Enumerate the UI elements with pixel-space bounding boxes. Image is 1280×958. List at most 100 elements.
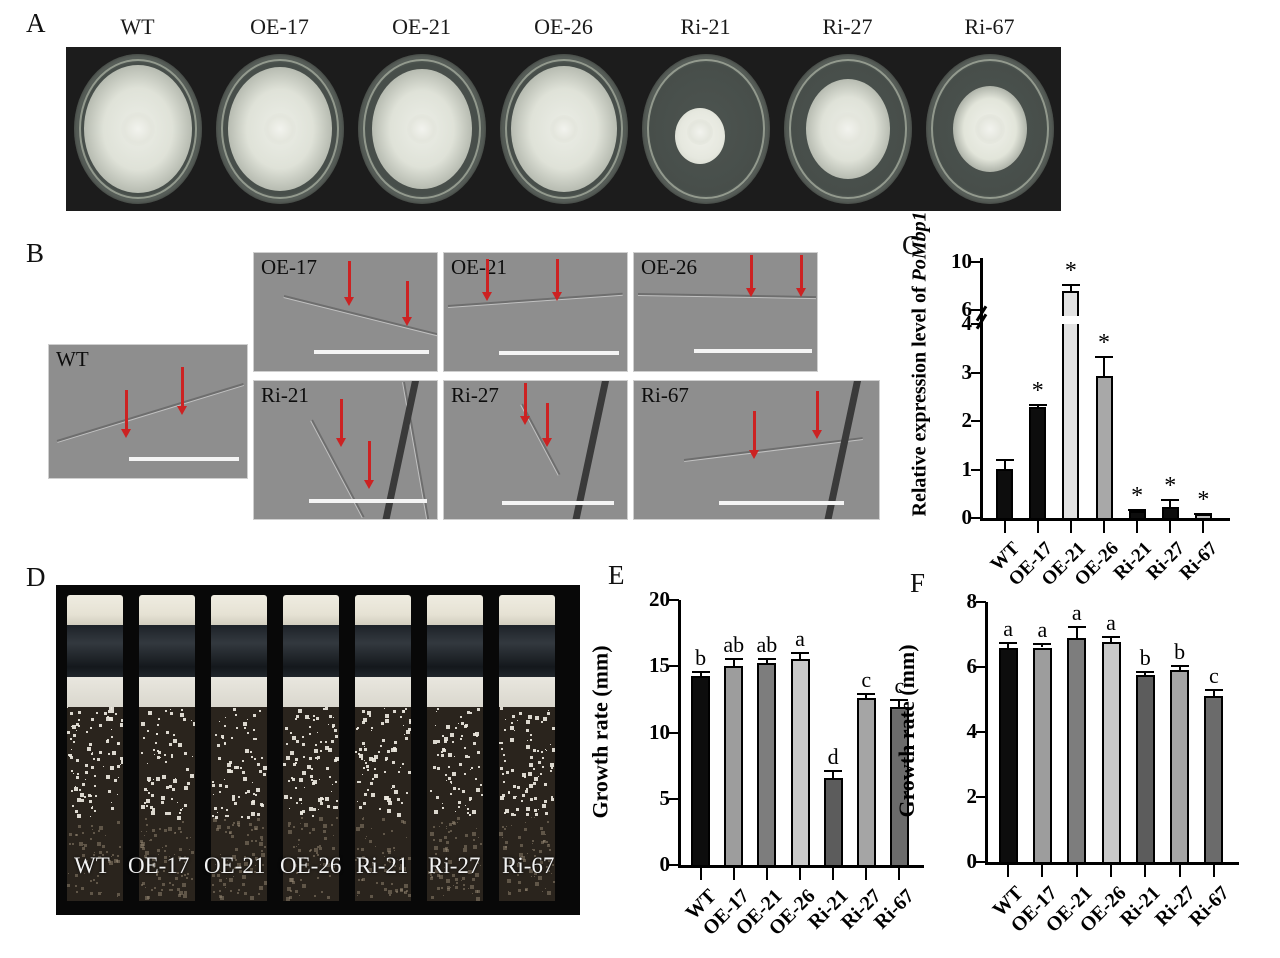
sig-label-ri-21: * — [1131, 482, 1144, 509]
y-tick-label: 0 — [966, 849, 978, 873]
error-cap-wt — [995, 458, 1014, 461]
arrow-head — [364, 480, 374, 489]
panel-a-column-ri-21: Ri-21 — [634, 14, 777, 211]
y-tick-label-0: 0 — [961, 505, 973, 529]
x-tick-mark-oe-17 — [1036, 521, 1039, 533]
error-cap-oe-21 — [1061, 284, 1080, 287]
x-tick-mark-ri-21 — [1136, 521, 1139, 533]
sig-label-ri-67: c — [1208, 663, 1219, 689]
petri-dish-ri-67 — [918, 47, 1061, 211]
scale-bar — [499, 351, 619, 355]
bar-oe-21 — [757, 662, 777, 865]
y-axis-title: Growth rate (mm) — [587, 644, 612, 819]
arrow-head — [542, 438, 552, 447]
error-bar-oe-21 — [765, 658, 768, 663]
bar-wt — [996, 468, 1014, 518]
sig-label-ri-67: c — [894, 673, 905, 699]
septum-arrow — [812, 391, 823, 439]
panel-d-label-oe-26: OE-26 — [280, 853, 342, 878]
tube-cap — [67, 595, 123, 627]
y-tick-label-4: 4 — [961, 311, 973, 335]
error-bar-ri-27 — [865, 692, 868, 699]
culture-tube-wt — [64, 595, 126, 901]
bar-wt — [998, 648, 1018, 862]
error-bar-ri-21 — [1144, 670, 1147, 676]
y-tick-mark — [669, 599, 679, 601]
bar-ri-21 — [823, 777, 843, 865]
bar-ri-21 — [1135, 675, 1155, 862]
bar-ri-27 — [1170, 670, 1190, 862]
micrograph-label-wt: WT — [56, 347, 89, 371]
sig-label-ri-21: d — [827, 743, 839, 769]
x-tick-mark-oe-21 — [1069, 521, 1072, 533]
error-cap-wt — [691, 670, 710, 673]
hypha-strand — [283, 295, 437, 336]
y-tick-label-6: 6 — [961, 297, 973, 321]
scale-bar — [719, 501, 844, 505]
error-cap-ri-27 — [1161, 499, 1180, 502]
error-bar-oe-17 — [732, 658, 735, 667]
colony-center — [974, 114, 1005, 144]
colony-center — [263, 113, 296, 145]
colony-center — [406, 114, 437, 144]
sig-label-oe-21: a — [1071, 600, 1082, 626]
panel-a-label-ri-21: Ri-21 — [680, 14, 731, 39]
panel-a-column-oe-21: OE-21 — [350, 14, 493, 211]
tube-substrate — [427, 707, 483, 901]
scale-bar — [694, 349, 812, 353]
tube-neck — [67, 625, 123, 685]
error-cap-wt — [999, 641, 1018, 644]
culture-tube-oe-26 — [280, 595, 342, 901]
culture-tube-ri-21 — [352, 595, 414, 901]
hypha-strand — [56, 383, 244, 442]
septum-arrow — [364, 441, 375, 489]
panel-a: A WT OE-17 OE-21 OE-26 Ri-21 Ri-27 Ri-67 — [0, 0, 1280, 232]
bar-ri-67 — [889, 707, 909, 865]
panel-a-column-oe-17: OE-17 — [208, 14, 351, 211]
bar-oe-21 — [1067, 637, 1087, 862]
tube-cap — [499, 595, 555, 627]
x-axis-line — [678, 865, 924, 868]
y-tick-mark — [669, 665, 679, 668]
error-bar-ri-27 — [1169, 499, 1172, 508]
x-tick-mark-oe-21 — [765, 868, 768, 880]
petri-dish-oe-21 — [350, 47, 493, 211]
panel-a-letter: A — [26, 8, 46, 38]
arrow-head — [520, 416, 530, 425]
micrograph-oe-17: OE-17 — [253, 252, 438, 372]
dish-rim — [220, 59, 339, 199]
y-tick-mark-10 — [971, 261, 981, 263]
tube-cap — [355, 595, 411, 627]
bar-ri-67 — [1204, 696, 1224, 862]
x-axis-line — [980, 518, 1230, 521]
tube-neck — [355, 625, 411, 685]
sig-label-oe-21: * — [1064, 258, 1077, 285]
micrograph-label-ri-67: Ri-67 — [641, 383, 689, 407]
scale-bar — [314, 350, 429, 354]
arrow-shaft — [556, 259, 559, 292]
y-tick-label: 10 — [649, 719, 670, 744]
tube-substrate — [211, 707, 267, 901]
bar-oe-21-lower — [1062, 324, 1080, 518]
arrow-shaft — [816, 391, 819, 430]
error-cap-oe-17 — [1033, 642, 1052, 645]
error-bar-oe-26 — [1103, 356, 1105, 377]
bar-oe-17 — [1032, 647, 1052, 862]
panel-d: WT OE-17 OE-21 OE-26 Ri-21 Ri-27 Ri-67 — [56, 585, 580, 915]
x-tick-mark-wt — [699, 868, 702, 880]
petri-dish-ri-27 — [776, 47, 919, 211]
colony-center — [830, 112, 865, 146]
error-cap-ri-67 — [1194, 512, 1213, 515]
bar-oe-26 — [1101, 641, 1121, 862]
sig-label-ri-67: * — [1197, 486, 1210, 513]
bar-oe-17 — [1029, 407, 1047, 518]
error-cap-ri-21 — [1128, 508, 1147, 511]
dish-rim — [646, 59, 765, 199]
panel-a-column-ri-27: Ri-27 — [776, 14, 919, 211]
error-bar-ri-27 — [1178, 665, 1181, 671]
septum-arrow — [121, 390, 132, 438]
tube-cap — [427, 595, 483, 627]
panel-a-label-ri-67: Ri-67 — [964, 14, 1015, 39]
panel-a-column-wt: WT — [66, 14, 209, 211]
y-tick-mark-6 — [971, 309, 981, 311]
